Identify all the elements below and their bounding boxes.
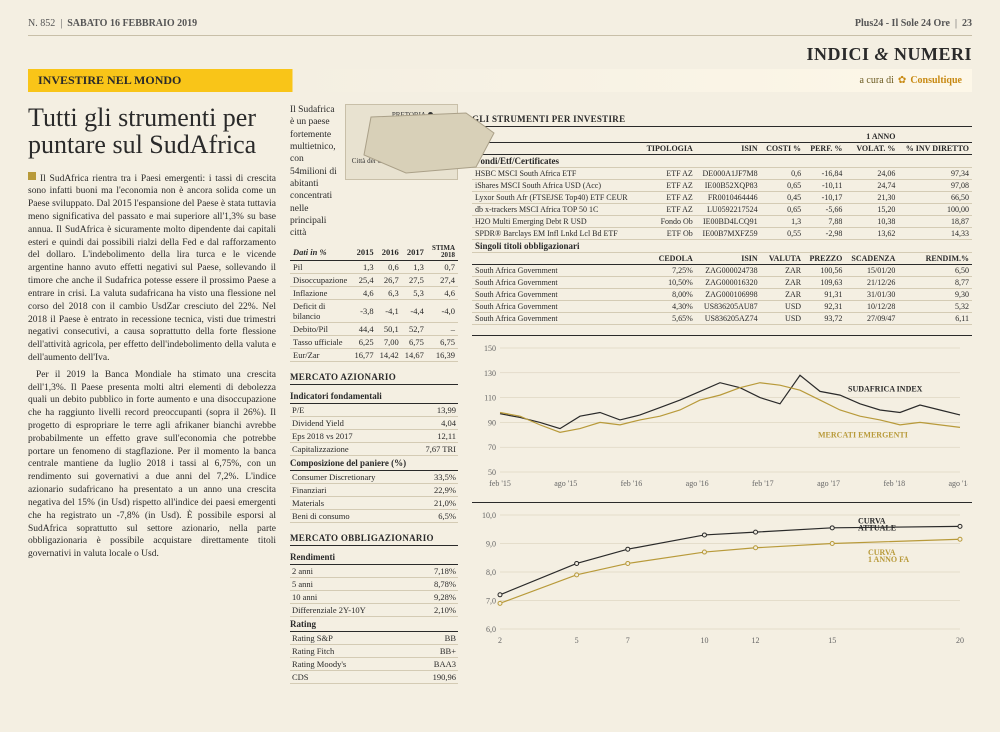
yields-table: 2 anni7,18%5 anni8,78%10 anni9,28%Differ…	[290, 565, 458, 617]
right-column: GLI STRUMENTI PER INVESTIRE 1 ANNO TIPOL…	[472, 104, 972, 684]
svg-text:ago '18: ago '18	[949, 479, 969, 488]
svg-text:20: 20	[956, 636, 964, 645]
macro-table: Dati in %201520162017STIMA 2018 Pil1,30,…	[290, 244, 458, 362]
banner: INVESTIRE NEL MONDO a cura di ✿ Consulti…	[28, 69, 972, 92]
svg-text:SUDAFRICA INDEX: SUDAFRICA INDEX	[848, 384, 923, 393]
svg-text:12: 12	[752, 636, 760, 645]
svg-text:8,0: 8,0	[486, 568, 496, 577]
map: PRETORIA Johannesburg Città del Capo	[345, 104, 458, 180]
ratings-table: Rating S&PBBRating FitchBB+Rating Moody'…	[290, 632, 458, 684]
yields-title: Rendimenti	[290, 550, 458, 565]
svg-text:ago '17: ago '17	[817, 479, 840, 488]
indicators-title: Indicatori fondamentali	[290, 389, 458, 404]
svg-text:2: 2	[498, 636, 502, 645]
svg-text:ago '15: ago '15	[554, 479, 577, 488]
curve-chart: 6,07,08,09,010,025710121520CURVAATTUALEC…	[472, 502, 972, 649]
svg-text:70: 70	[488, 443, 496, 452]
svg-text:15: 15	[828, 636, 836, 645]
banner-right: a cura di ✿ Consultique	[859, 75, 962, 86]
section-title: INDICI & NUMERI	[28, 44, 972, 65]
article-column: Tutti gli strumenti per puntare sul SudA…	[28, 104, 276, 684]
lead-square-icon	[28, 172, 36, 180]
svg-text:5: 5	[575, 636, 579, 645]
instruments-table: 1 ANNO TIPOLOGIAISINCOSTI %PERF. %VOLAT.…	[472, 131, 972, 325]
date: SABATO 16 FEBBRAIO 2019	[67, 18, 197, 29]
sponsor-logo-icon: ✿	[898, 75, 906, 86]
svg-text:9,0: 9,0	[486, 540, 496, 549]
svg-text:ago '16: ago '16	[686, 479, 709, 488]
svg-text:130: 130	[484, 369, 496, 378]
publication: Plus24 - Il Sole 24 Ore	[855, 18, 950, 29]
svg-text:10,0: 10,0	[482, 511, 496, 520]
indicators-table: P/E13,99Dividend Yield4,04Eps 2018 vs 20…	[290, 404, 458, 456]
svg-text:150: 150	[484, 344, 496, 353]
svg-text:90: 90	[488, 418, 496, 427]
svg-text:1 ANNO FA: 1 ANNO FA	[868, 555, 909, 564]
topbar: N. 852 | SABATO 16 FEBBRAIO 2019 Plus24 …	[28, 18, 972, 36]
svg-text:10: 10	[700, 636, 708, 645]
svg-text:6,0: 6,0	[486, 625, 496, 634]
intro-text: Il Sudafrica è un paese fortemente multi…	[290, 104, 339, 240]
svg-text:feb '18: feb '18	[883, 479, 905, 488]
mid-column: Il Sudafrica è un paese fortemente multi…	[290, 104, 458, 684]
svg-text:feb '15: feb '15	[489, 479, 511, 488]
svg-text:feb '16: feb '16	[621, 479, 643, 488]
ratings-title: Rating	[290, 617, 458, 632]
svg-text:feb '17: feb '17	[752, 479, 774, 488]
svg-text:7: 7	[626, 636, 630, 645]
svg-text:ATTUALE: ATTUALE	[858, 524, 896, 533]
svg-text:MERCATI EMERGENTI: MERCATI EMERGENTI	[818, 430, 908, 439]
issue-num: N. 852	[28, 18, 55, 29]
equity-title: MERCATO AZIONARIO	[290, 372, 458, 385]
svg-text:7,0: 7,0	[486, 597, 496, 606]
composition-title: Composizione del paniere (%)	[290, 456, 458, 471]
index-chart: 50 70 90 110 130 150 feb '15 ago '15 feb '16 ago …	[472, 335, 972, 492]
article-body: Il SudAfrica rientra tra i Paesi emergen…	[28, 173, 276, 561]
page-num: 23	[962, 18, 972, 29]
banner-left: INVESTIRE NEL MONDO	[38, 73, 859, 88]
sponsor-name: Consultique	[910, 75, 962, 86]
instruments-title: GLI STRUMENTI PER INVESTIRE	[472, 114, 972, 127]
svg-text:110: 110	[484, 394, 496, 403]
bond-title: MERCATO OBBLIGAZIONARIO	[290, 533, 458, 546]
headline: Tutti gli strumenti per puntare sul SudA…	[28, 104, 276, 159]
svg-text:50: 50	[488, 468, 496, 477]
composition-table: Consumer Discretionary33,5%Finanziari22,…	[290, 471, 458, 523]
